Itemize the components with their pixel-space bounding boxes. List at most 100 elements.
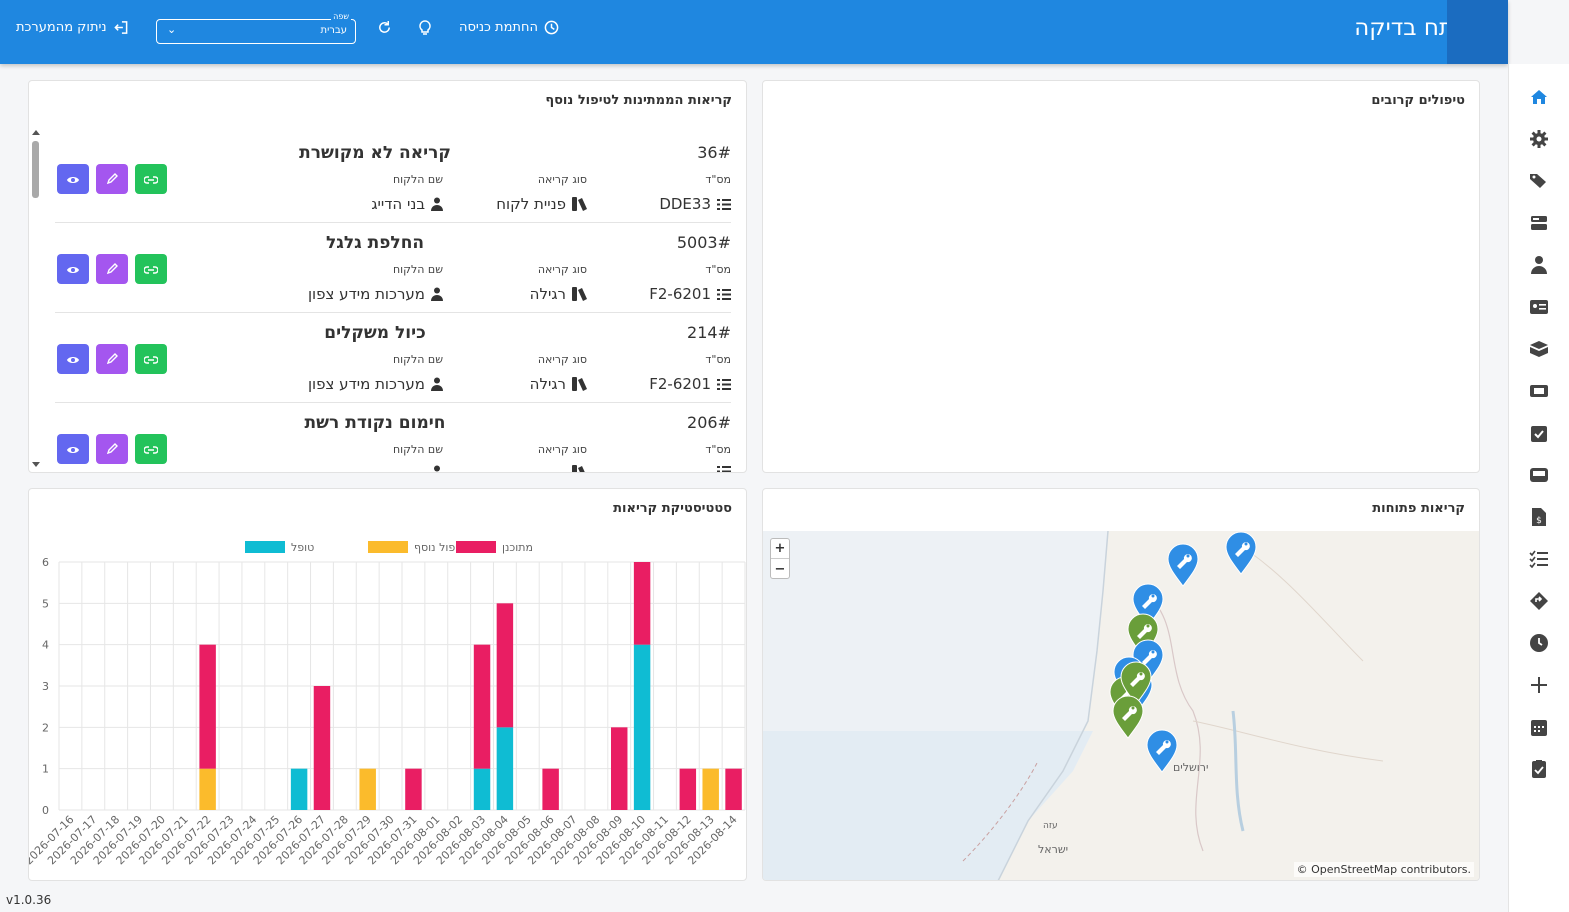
pencil-icon [106,350,118,369]
list-icon [717,198,731,210]
map-attribution[interactable]: © OpenStreetMap contributors. [1293,862,1474,877]
route-icon[interactable] [1528,590,1550,612]
call-type-icon [572,287,587,301]
call-item[interactable]: 36# קריאה לא מקושרת מס"ד סוג קריאה שם הלקוח D… [55,133,731,223]
serial-text: 6201-F2 [649,375,711,393]
pending-title: קריאות הממתינות לטיפול נוסף [545,93,732,108]
tips-button[interactable] [418,20,432,36]
language-label: שפה [331,12,351,21]
invoice-icon[interactable]: $ [1528,506,1550,528]
type-value [566,465,587,472]
map[interactable]: ירושלים ישראל עזה + − © OpenStreetMap co… [763,531,1479,880]
link-button[interactable] [135,434,167,464]
zoom-out-button[interactable]: − [774,561,786,577]
edit-button[interactable] [96,164,128,194]
serial-label: מס"ד [705,173,731,186]
version-label: v1.0.36 [6,893,52,907]
type-label: סוג קריאה [537,263,587,276]
refresh-button[interactable] [377,20,392,35]
y-tick-label: 6 [42,556,49,569]
call-item[interactable]: 214# כיול משקלים מס"ד סוג קריאה שם הלקוח 6201… [55,313,731,403]
map-marker-wrench-icon[interactable] [1146,729,1178,777]
call-item[interactable]: 206# חימום נקודת רשת מס"ד סוג קריאה שם הלקוח [55,403,731,472]
user-tie-icon[interactable] [1528,254,1550,276]
scrollbar[interactable] [31,126,41,471]
serial-label: מס"ד [705,263,731,276]
type-label: סוג קריאה [537,353,587,366]
eye-icon [66,260,80,279]
clock-in-button[interactable]: החתמת כניסה [459,20,559,35]
id-card-icon[interactable] [1528,296,1550,318]
y-tick-label: 0 [42,804,49,817]
serial-value: 6201-F2 [649,375,731,393]
customer-text: מערכות מידע צפון [307,375,425,393]
calendar-check-icon[interactable] [1528,422,1550,444]
plus-icon[interactable] [1528,674,1550,696]
scroll-thumb[interactable] [32,141,39,198]
edit-button[interactable] [96,254,128,284]
link-icon [143,440,159,459]
call-type-icon [572,197,587,211]
customer-text: מערכות מידע צפון [307,285,425,303]
type-label: סוג קריאה [537,443,587,456]
user-icon [431,377,443,391]
view-button[interactable] [57,434,89,464]
view-button[interactable] [57,164,89,194]
box-icon[interactable] [1528,338,1550,360]
call-number: 36# [697,143,731,162]
clipboard-check-icon[interactable] [1528,758,1550,780]
view-button[interactable] [57,344,89,374]
gear-icon[interactable] [1528,128,1550,150]
edit-button[interactable] [96,344,128,374]
chart-bar [496,603,514,728]
type-text: רגילה [529,285,566,303]
call-number: 5003# [676,233,731,252]
map-marker-wrench-icon[interactable] [1112,695,1144,743]
logout-icon [113,21,127,34]
list-check-icon[interactable] [1528,548,1550,570]
view-button[interactable] [57,254,89,284]
home-icon[interactable] [1528,86,1550,108]
brand-tile [1447,0,1508,64]
sidebar: $ [1508,64,1569,912]
language-select[interactable]: שפה עברית ⌄ [156,12,356,44]
refresh-icon [379,20,390,33]
zoom-in-button[interactable]: + [771,539,789,559]
stats-title: סטטיסטיקת קריאות [613,501,732,516]
clock-icon[interactable] [1528,632,1550,654]
list-icon [717,288,731,300]
customer-value [425,465,443,472]
link-button[interactable] [135,254,167,284]
logout-label: ניתוק מהמערכת [16,20,107,35]
logout-button[interactable]: ניתוק מהמערכת [16,20,129,35]
link-button[interactable] [135,344,167,374]
chart-bar [496,727,514,810]
chart-bar [473,644,491,769]
map-marker-wrench-icon[interactable] [1120,661,1152,709]
y-tick-label: 5 [42,597,49,610]
server-icon[interactable] [1528,212,1550,234]
calendar-icon[interactable] [1528,716,1550,738]
link-button[interactable] [135,164,167,194]
link-icon [143,170,159,189]
customer-value: מערכות מידע צפון [308,375,443,393]
inbox-icon[interactable] [1528,464,1550,486]
chart-bar [633,644,651,810]
map-marker-wrench-icon[interactable] [1167,543,1199,591]
call-item[interactable]: 5003# החלפת גלגל מס"ד סוג קריאה שם הלקוח 6201… [55,223,731,313]
scroll-down-icon[interactable] [31,461,41,469]
clock-in-label: החתמת כניסה [459,20,538,35]
stats-chart: 01234562026-07-162026-07-172026-07-18202… [29,541,746,867]
chart-bar [542,768,559,810]
ticket-icon[interactable] [1528,380,1550,402]
chart-bar [199,768,216,810]
chart-bar [611,727,628,810]
map-marker-wrench-icon[interactable] [1225,531,1257,579]
tags-icon[interactable] [1528,170,1550,192]
legend-label: מתוכנן [502,541,533,554]
edit-button[interactable] [96,434,128,464]
list-icon [717,378,731,390]
scroll-up-icon[interactable] [31,128,41,136]
chart-bar [290,768,308,810]
customer-value: מערכות מידע צפון [308,285,443,303]
